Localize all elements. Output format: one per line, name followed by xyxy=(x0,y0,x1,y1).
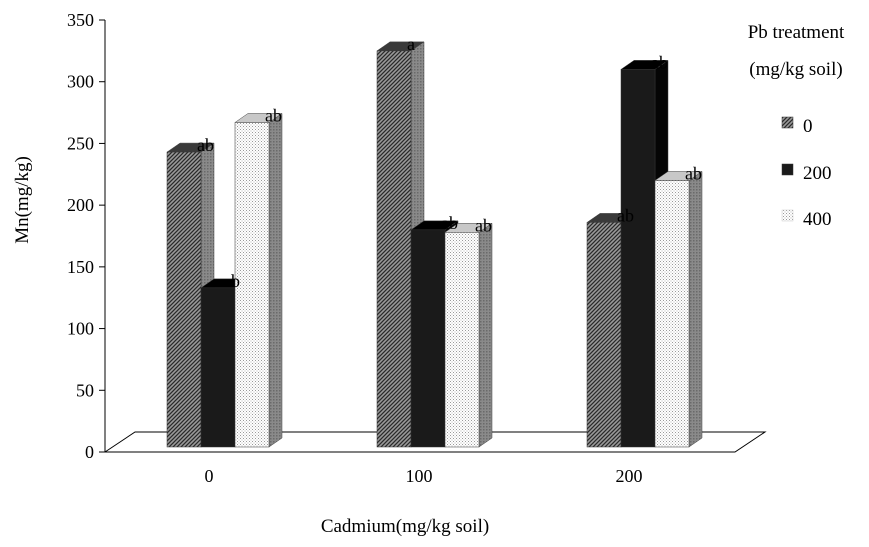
y-tick-label: 50 xyxy=(76,380,94,400)
y-tick-label: 300 xyxy=(67,72,94,92)
bar-front xyxy=(166,151,202,448)
x-tick-label: 100 xyxy=(406,466,433,486)
legend-label: 0 xyxy=(803,116,813,137)
axes: 0 50 100 150 200 250 300 350 xyxy=(67,10,767,462)
y-tick-label: 250 xyxy=(67,133,94,153)
bar xyxy=(654,170,703,448)
legend-label: 200 xyxy=(803,163,832,184)
bar-front xyxy=(620,69,656,448)
bar-label: ab xyxy=(617,205,634,225)
x-tick-label: 0 xyxy=(205,466,214,486)
bar-front xyxy=(234,122,270,448)
legend-swatch xyxy=(781,163,794,176)
floor-plane xyxy=(103,431,767,453)
bar-label: ab xyxy=(265,105,282,125)
bar-front xyxy=(410,229,446,448)
bar-label: ab xyxy=(651,52,668,72)
bar xyxy=(234,112,283,448)
bar-label: ab xyxy=(197,135,214,155)
y-tick-label: 350 xyxy=(67,10,94,30)
bar xyxy=(444,222,493,448)
legend-swatch xyxy=(781,209,794,222)
y-tick-label: 200 xyxy=(67,195,94,215)
bar-label: b xyxy=(231,271,240,291)
bars xyxy=(166,41,703,448)
legend: Pb treatment (mg/kg soil) 0 200 400 xyxy=(748,22,845,230)
bar-front xyxy=(444,232,480,448)
bar-front xyxy=(586,222,622,448)
bar-side xyxy=(688,170,703,448)
x-tick-label: 200 xyxy=(616,466,643,486)
y-tick-label: 100 xyxy=(67,319,94,339)
x-ticks: 0 100 200 xyxy=(205,466,643,486)
bar-label: ab xyxy=(475,215,492,235)
bar-label: ab xyxy=(685,163,702,183)
legend-title-line2: (mg/kg soil) xyxy=(749,59,842,80)
legend-item: 200 xyxy=(781,163,832,184)
legend-title-line1: Pb treatment xyxy=(748,22,845,43)
y-tick-label: 0 xyxy=(85,442,94,462)
legend-label: 400 xyxy=(803,209,832,230)
y-axis-label: Mn(mg/kg) xyxy=(12,156,33,244)
y-ticks: 0 50 100 150 200 250 300 350 xyxy=(67,10,105,462)
bar-label: ab xyxy=(441,213,458,233)
legend-item: 400 xyxy=(781,209,832,230)
legend-swatch xyxy=(781,116,794,129)
bar-label: a xyxy=(407,34,415,54)
bar-front xyxy=(200,287,236,448)
bar-front xyxy=(654,180,690,448)
bar-side xyxy=(478,222,493,448)
legend-items: 0 200 400 xyxy=(781,116,832,230)
x-axis-label: Cadmium(mg/kg soil) xyxy=(321,516,489,537)
bar-side xyxy=(268,112,283,448)
y-tick-label: 150 xyxy=(67,257,94,277)
legend-item: 0 xyxy=(781,116,813,137)
bar-front xyxy=(376,50,412,448)
